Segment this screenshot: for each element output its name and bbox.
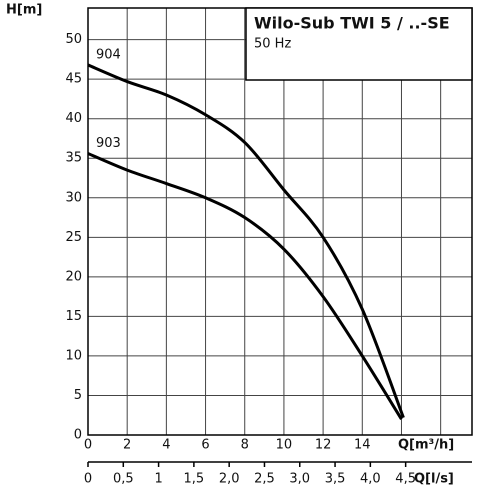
x-tick-label: 2 <box>123 438 131 453</box>
curve-label: 903 <box>96 136 121 151</box>
curve <box>87 63 405 419</box>
x-tick-label: 8 <box>241 438 249 453</box>
x2-tick-label: 1,5 <box>184 472 205 487</box>
chart-title: Wilo-Sub TWI 5 / ..-SE <box>254 14 450 33</box>
title-box <box>245 7 473 81</box>
y-tick-label: 15 <box>65 309 82 324</box>
x-tick-label: 10 <box>276 438 293 453</box>
curve <box>87 152 403 420</box>
chart-subtitle: 50 Hz <box>254 37 291 52</box>
y-tick-label: 25 <box>65 230 82 245</box>
x-tick-label: 14 <box>354 438 371 453</box>
y-tick-label: 0 <box>74 428 82 443</box>
y-tick-label: 35 <box>65 151 82 166</box>
x2-tick-label: 4,5 <box>395 472 416 487</box>
x2-tick-label: 0,5 <box>113 472 134 487</box>
x-tick-label: 0 <box>84 438 92 453</box>
x-axis-label: Q[m³/h] <box>398 438 454 453</box>
x2-tick-label: 3,5 <box>325 472 346 487</box>
y-axis-label: H[m] <box>6 3 42 18</box>
y-tick-label: 20 <box>65 269 82 284</box>
y-tick-label: 30 <box>65 190 82 205</box>
x2-tick-label: 2,0 <box>219 472 240 487</box>
y-tick-label: 5 <box>74 388 82 403</box>
x2-axis-label: Q[l/s] <box>414 472 454 487</box>
y-tick-label: 40 <box>65 111 82 126</box>
y-tick-label: 50 <box>65 32 82 47</box>
x2-tick-label: 1 <box>154 472 162 487</box>
x2-tick-label: 4,0 <box>360 472 381 487</box>
x-tick-label: 4 <box>162 438 170 453</box>
x2-tick-label: 2,5 <box>254 472 275 487</box>
y-tick-label: 45 <box>65 72 82 87</box>
x2-tick-label: 0 <box>84 472 92 487</box>
y-tick-label: 10 <box>65 348 82 363</box>
x2-tick-label: 3,0 <box>289 472 310 487</box>
x-tick-label: 12 <box>315 438 332 453</box>
curve-label: 904 <box>96 47 121 62</box>
x-tick-label: 6 <box>201 438 209 453</box>
